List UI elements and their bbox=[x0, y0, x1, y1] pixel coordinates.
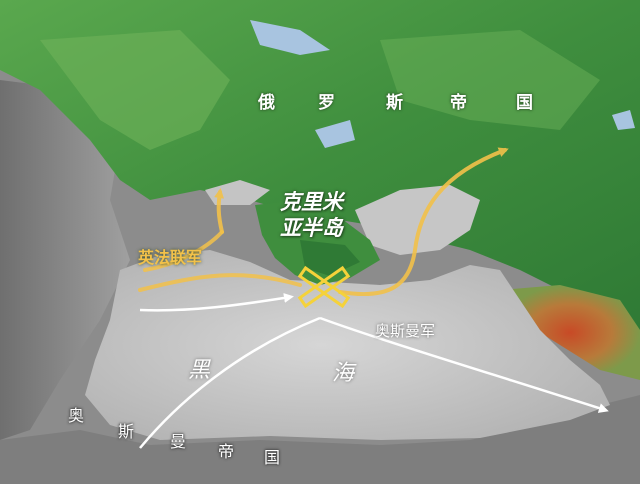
allied-route-branch bbox=[143, 230, 224, 272]
russian-empire-char-2: 罗 bbox=[318, 93, 335, 113]
ottoman-army-label: 奥斯曼军 bbox=[375, 322, 436, 340]
russian-empire-char-1: 俄 bbox=[258, 93, 275, 113]
russian-empire-char-5: 国 bbox=[516, 93, 533, 113]
black-sea bbox=[85, 250, 610, 440]
allied-route-main bbox=[138, 273, 302, 292]
plain-highlight bbox=[40, 30, 230, 150]
allied-arrow-north bbox=[214, 188, 225, 234]
ottoman-empire-char-5: 国 bbox=[264, 448, 281, 467]
ottoman-arrow-east bbox=[319, 316, 609, 413]
ottoman-empire-char-3: 曼 bbox=[170, 432, 187, 451]
ottoman-route-south bbox=[139, 316, 321, 449]
allied-arrow-east bbox=[338, 147, 509, 297]
crimea-label-line-2: 亚半岛 bbox=[280, 216, 343, 240]
ottoman-empire-char-1: 奥 bbox=[68, 406, 85, 425]
allied-army-label: 英法联军 bbox=[138, 248, 203, 267]
crimea-mountains bbox=[300, 240, 360, 276]
ottoman-empire-char-2: 斯 bbox=[118, 422, 135, 441]
crimea-label-line-1: 克里米 bbox=[280, 190, 343, 214]
reservoir bbox=[315, 120, 355, 148]
russian-empire-char-3: 斯 bbox=[386, 93, 403, 113]
caucasus-mountains bbox=[500, 285, 640, 380]
sea-of-azov bbox=[355, 185, 480, 255]
dnieper-estuary bbox=[205, 180, 270, 205]
crossed-swords-icon bbox=[297, 265, 351, 309]
ottoman-arrow-west bbox=[139, 293, 294, 312]
anatolia bbox=[0, 395, 640, 484]
black-sea-char-1: 黑 bbox=[188, 358, 211, 383]
lake bbox=[250, 20, 330, 55]
russian-empire-char-4: 帝 bbox=[450, 93, 467, 113]
lake-east bbox=[612, 110, 635, 130]
balkan-highlands bbox=[0, 80, 130, 440]
black-sea-char-2: 海 bbox=[332, 361, 355, 386]
plain-highlight-2 bbox=[380, 30, 600, 130]
ottoman-empire-char-4: 帝 bbox=[218, 442, 235, 461]
